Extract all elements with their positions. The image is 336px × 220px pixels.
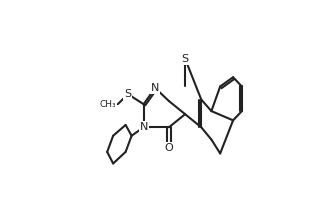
Text: N: N — [151, 83, 159, 93]
Text: S: S — [124, 89, 131, 99]
Text: N: N — [139, 122, 148, 132]
Text: O: O — [165, 143, 173, 153]
Text: S: S — [181, 54, 189, 64]
Text: CH₃: CH₃ — [99, 100, 116, 109]
